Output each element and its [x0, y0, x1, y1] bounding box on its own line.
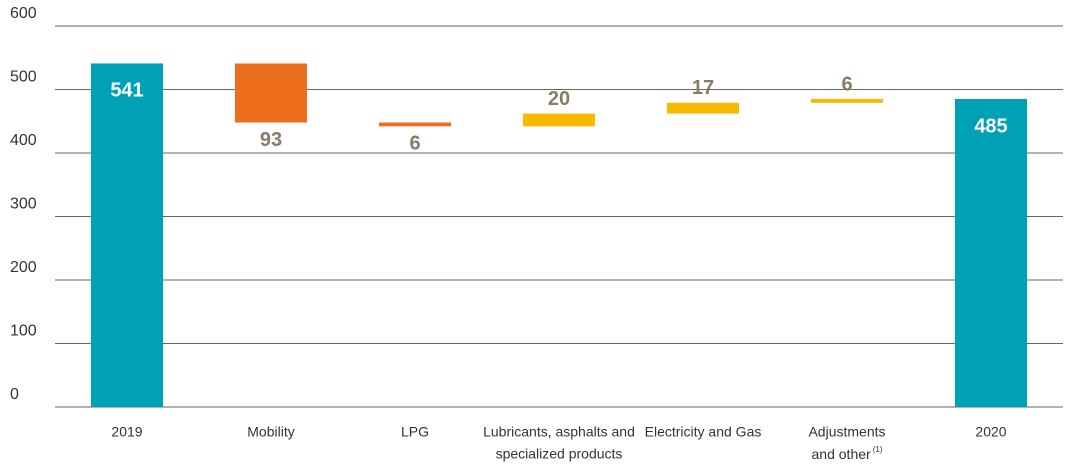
x-tick-label: Lubricants, asphalts and	[483, 424, 635, 440]
value-label: 93	[260, 129, 282, 151]
bar	[379, 122, 451, 127]
footnote-mark: (1)	[873, 445, 883, 454]
x-tick-label-text: and other	[812, 446, 871, 462]
y-tick-label: 400	[10, 132, 37, 149]
x-tick-label: 2019	[111, 424, 142, 440]
bar	[91, 63, 163, 408]
y-tick-label: 200	[10, 259, 37, 276]
x-tick-label: LPG	[401, 424, 429, 440]
bar	[523, 113, 595, 127]
x-tick-label: Adjustments	[808, 424, 885, 440]
value-label: 17	[692, 77, 714, 99]
x-tick-label: Mobility	[247, 424, 294, 440]
y-tick-label: 300	[10, 196, 37, 213]
value-label: 6	[841, 73, 852, 95]
y-tick-label: 600	[10, 5, 37, 22]
value-label: 6	[409, 133, 420, 155]
y-tick-label: 500	[10, 69, 37, 86]
y-tick-label: 100	[10, 323, 37, 340]
bar	[235, 63, 307, 123]
bar	[667, 102, 739, 114]
x-tick-label: specialized products	[496, 446, 623, 462]
x-tick-label: Electricity and Gas	[645, 424, 762, 440]
value-label: 541	[110, 80, 143, 102]
y-tick-label: 0	[10, 386, 19, 403]
x-tick-label: and other (1)	[812, 445, 883, 462]
x-tick-label: 2020	[975, 424, 1006, 440]
bar	[811, 99, 883, 103]
value-label: 20	[548, 88, 570, 110]
value-label: 485	[974, 115, 1007, 137]
bar	[955, 99, 1027, 408]
